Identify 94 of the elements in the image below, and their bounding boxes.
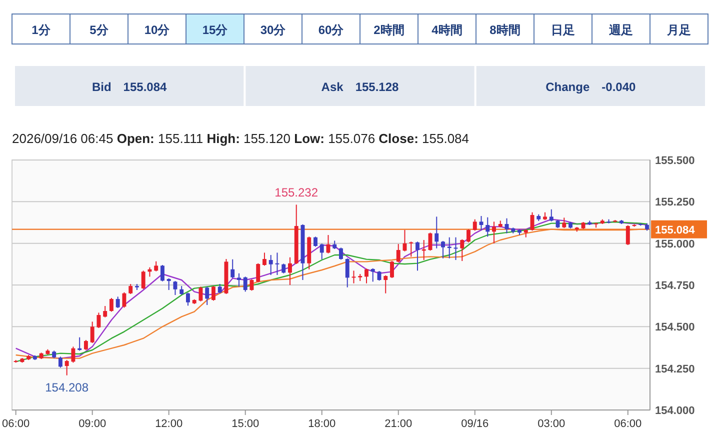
candlestick bbox=[460, 238, 464, 262]
annotation: 154.208 bbox=[45, 380, 89, 394]
candlestick bbox=[90, 321, 94, 344]
candlestick bbox=[256, 262, 260, 283]
text: 8時間 bbox=[490, 23, 520, 37]
candlestick bbox=[466, 228, 470, 243]
text: 155.128 bbox=[355, 80, 400, 94]
candlestick bbox=[268, 254, 273, 276]
candlestick bbox=[314, 236, 318, 248]
candlestick bbox=[237, 272, 241, 288]
candlestick bbox=[141, 270, 146, 290]
candlestick bbox=[103, 306, 108, 318]
annotation: 155.232 bbox=[274, 186, 318, 200]
y-tick-label: 154.500 bbox=[655, 322, 695, 334]
candlestick bbox=[128, 284, 133, 294]
candlestick bbox=[504, 218, 509, 234]
x-tick-label: 09:00 bbox=[78, 418, 106, 430]
candlestick bbox=[230, 258, 235, 278]
candlestick bbox=[364, 268, 368, 284]
text: 155.084 bbox=[123, 80, 167, 94]
text: 10分 bbox=[144, 23, 171, 37]
candlestick bbox=[339, 247, 343, 260]
y-tick-label: 154.250 bbox=[655, 363, 695, 376]
candlestick bbox=[626, 224, 630, 246]
candlestick bbox=[441, 240, 445, 259]
y-tick-label: 155.500 bbox=[655, 155, 695, 167]
ref-line-label: 155.084 bbox=[655, 224, 696, 236]
candlestick bbox=[243, 276, 248, 292]
text: 60分 bbox=[318, 23, 345, 37]
text: 15分 bbox=[202, 23, 229, 37]
x-tick-label: 03:00 bbox=[538, 418, 566, 430]
candlestick bbox=[377, 270, 382, 282]
text: 週足 bbox=[608, 23, 633, 37]
x-tick-label: 12:00 bbox=[155, 418, 183, 430]
candlestick bbox=[109, 298, 114, 312]
candlestick bbox=[416, 241, 420, 272]
candlestick bbox=[84, 340, 88, 350]
text: Ask bbox=[321, 80, 344, 94]
candlestick bbox=[186, 292, 190, 306]
candlestick bbox=[96, 312, 101, 328]
candlestick bbox=[262, 252, 266, 266]
candlestick bbox=[479, 216, 484, 230]
y-tick-label: 155.250 bbox=[655, 196, 695, 209]
x-tick-label: 06:00 bbox=[614, 418, 642, 430]
x-tick-label: 21:00 bbox=[384, 418, 412, 430]
candlestick bbox=[320, 243, 324, 260]
text: Change bbox=[546, 80, 590, 94]
candlestick bbox=[160, 264, 164, 282]
text: 4時間 bbox=[432, 23, 462, 37]
candlestick bbox=[472, 218, 477, 232]
candlestick bbox=[434, 216, 439, 249]
candlestick bbox=[154, 260, 158, 272]
candlestick bbox=[549, 208, 554, 222]
candlestick bbox=[218, 284, 222, 294]
candlestick bbox=[288, 256, 292, 286]
candlestick bbox=[58, 356, 62, 368]
candlestick bbox=[447, 236, 452, 259]
candlestick bbox=[173, 280, 178, 296]
candlestick bbox=[562, 217, 566, 228]
candlestick bbox=[390, 260, 394, 278]
candlestick bbox=[78, 336, 82, 352]
candlestick bbox=[486, 216, 490, 238]
x-tick-label: 18:00 bbox=[308, 418, 336, 430]
candlestick bbox=[116, 296, 120, 308]
x-tick-label: 15:00 bbox=[232, 418, 260, 430]
candlestick bbox=[282, 263, 286, 274]
candlestick bbox=[396, 244, 400, 263]
text: 日足 bbox=[551, 23, 575, 37]
candlestick bbox=[71, 346, 76, 364]
text: 30分 bbox=[260, 23, 287, 37]
text: 1分 bbox=[32, 23, 52, 37]
candlestick bbox=[370, 268, 375, 282]
candlestick bbox=[492, 221, 496, 244]
text: -0.040 bbox=[602, 80, 636, 94]
candlestick bbox=[122, 292, 126, 308]
text: 5分 bbox=[90, 23, 110, 37]
x-tick-label: 06:00 bbox=[2, 418, 30, 430]
y-tick-label: 154.000 bbox=[655, 405, 695, 417]
text: Bid bbox=[92, 80, 112, 94]
y-tick-label: 155.000 bbox=[655, 238, 695, 250]
candlestick bbox=[205, 286, 210, 306]
candlestick bbox=[64, 360, 69, 376]
candlestick bbox=[198, 286, 203, 302]
x-tick-label: 09/16 bbox=[461, 418, 489, 430]
candlestick bbox=[211, 286, 216, 302]
candlestick bbox=[166, 278, 171, 290]
text: 155.084 bbox=[418, 131, 470, 146]
candlestick bbox=[345, 258, 350, 288]
candlestick bbox=[409, 241, 414, 258]
chart-title: 2026/09/16 06:45 Open: 155.111 High: 155.120 Low: 155.076 Close: bbox=[12, 131, 418, 146]
y-tick-label: 154.750 bbox=[655, 280, 695, 292]
text: 月足 bbox=[666, 23, 691, 37]
text: 2時間 bbox=[374, 23, 404, 37]
candlestick bbox=[384, 274, 388, 294]
